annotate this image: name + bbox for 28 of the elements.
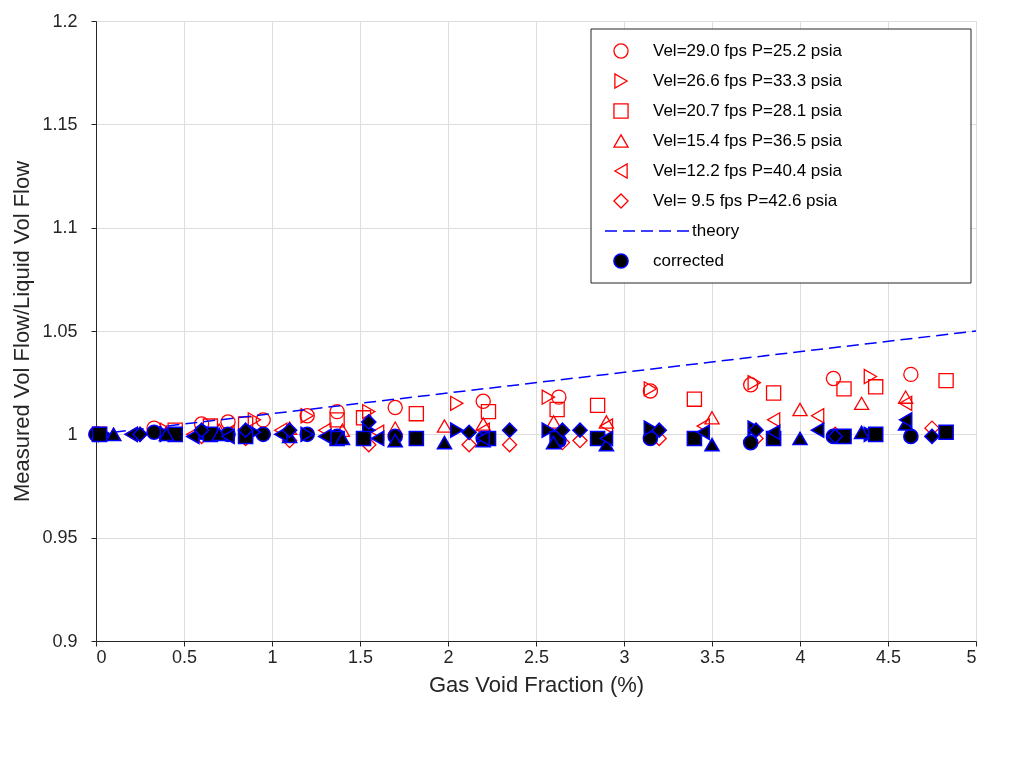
x-tick-label: 3.5 xyxy=(699,646,726,667)
legend-label: Vel= 9.5 fps P=42.6 psia xyxy=(653,191,838,210)
y-tick-label: 1.1 xyxy=(52,217,78,238)
x-tick-label: 2 xyxy=(443,646,454,667)
y-tick-label: 0.9 xyxy=(52,630,78,651)
legend-label: Vel=20.7 fps P=28.1 psia xyxy=(653,101,843,120)
x-tick-label: 3 xyxy=(619,646,630,667)
y-tick-label: 1 xyxy=(67,423,78,444)
legend-label: Vel=29.0 fps P=25.2 psia xyxy=(653,41,843,60)
legend-label: corrected xyxy=(653,251,724,270)
x-tick-label: 5 xyxy=(966,646,977,667)
x-tick-label: 4.5 xyxy=(875,646,902,667)
y-tick-label: 0.95 xyxy=(42,527,78,548)
x-tick-label: 1 xyxy=(267,646,278,667)
x-tick-label: 2.5 xyxy=(523,646,550,667)
y-axis-title: Measured Vol Flow/Liquid Vol Flow xyxy=(9,160,35,503)
y-tick-label: 1.05 xyxy=(42,320,78,341)
y-tick-label: 1.15 xyxy=(42,113,78,134)
y-tick-label: 1.2 xyxy=(52,10,78,31)
x-tick-label: 1.5 xyxy=(347,646,374,667)
legend-label: Vel=26.6 fps P=33.3 psia xyxy=(653,71,843,90)
x-tick-label: 4 xyxy=(795,646,806,667)
legend-label: Vel=15.4 fps P=36.5 psia xyxy=(653,131,843,150)
legend-label: Vel=12.2 fps P=40.4 psia xyxy=(653,161,843,180)
x-tick-label: 0 xyxy=(96,646,107,667)
x-tick-label: 0.5 xyxy=(171,646,198,667)
x-axis-title: Gas Void Fraction (%) xyxy=(428,671,645,697)
legend-label: theory xyxy=(692,221,740,240)
